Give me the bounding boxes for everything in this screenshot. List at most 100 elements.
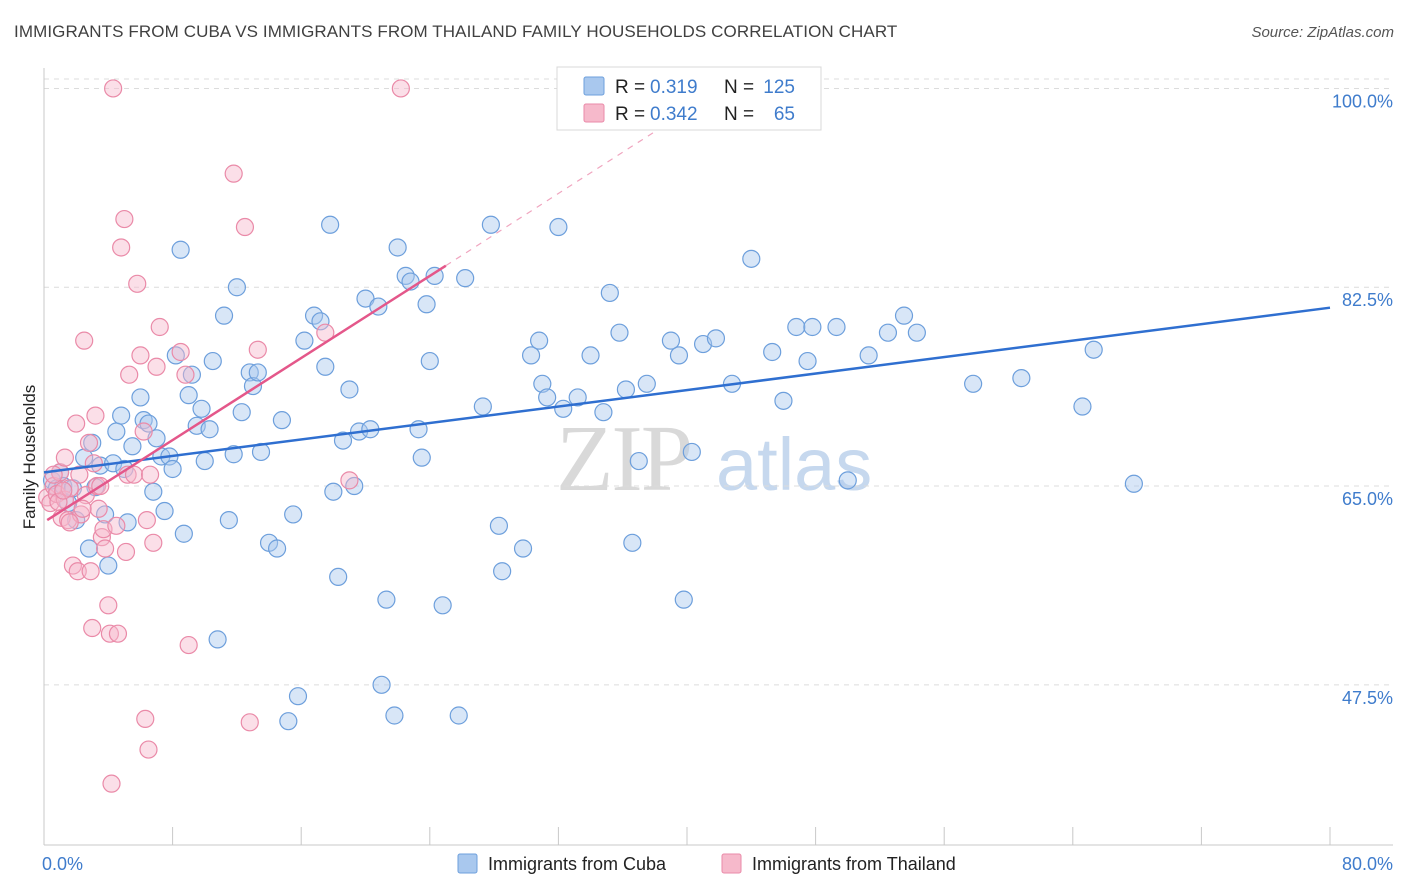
cuba-point	[385, 706, 404, 725]
x-tick-min: 0.0%	[42, 854, 83, 874]
cuba-point	[774, 391, 793, 410]
cuba-point	[493, 562, 512, 581]
cuba-point	[533, 374, 552, 393]
cuba-point	[473, 397, 492, 416]
chart-title: IMMIGRANTS FROM CUBA VS IMMIGRANTS FROM …	[14, 22, 898, 41]
cuba-point	[623, 533, 642, 552]
thailand-trend-line	[46, 264, 447, 522]
legend-swatch-thailand	[583, 103, 605, 123]
cuba-point	[396, 266, 415, 285]
series-legend: Immigrants from Cuba Immigrants from Tha…	[457, 853, 956, 874]
cuba-point	[279, 712, 298, 731]
cuba-point	[549, 217, 568, 237]
bottom-legend-swatch-cuba	[457, 853, 478, 874]
cuba-point	[629, 451, 648, 471]
source-label: Source: ZipAtlas.com	[1251, 24, 1394, 41]
thailand-point	[235, 217, 255, 237]
cuba-point	[682, 442, 701, 462]
thailand-point	[83, 618, 102, 638]
cuba-point	[388, 238, 407, 257]
cuba-point	[637, 374, 656, 393]
cuba-point	[859, 346, 878, 365]
cuba-point	[288, 687, 308, 706]
thailand-point	[116, 542, 136, 562]
cuba-point	[513, 539, 533, 558]
cuba-point	[674, 590, 693, 609]
thailand-point	[340, 471, 359, 490]
cuba-point	[600, 283, 619, 303]
cuba-point	[661, 331, 681, 350]
thailand-point	[139, 740, 158, 759]
cuba-point	[345, 476, 364, 496]
thailand-point	[70, 465, 89, 484]
cuba-point	[324, 482, 343, 501]
cuba-point	[798, 351, 817, 371]
cuba-point	[99, 556, 118, 575]
y-tick-labels: 47.5% 65.0% 82.5% 100.0%	[1332, 91, 1393, 707]
legend-n-label-cuba: N =	[724, 77, 754, 98]
thailand-point	[176, 365, 195, 384]
cuba-point	[417, 295, 436, 314]
cuba-point	[195, 451, 214, 471]
thailand-point	[38, 488, 57, 507]
thailand-trend-extension	[445, 131, 656, 267]
axes	[43, 68, 1393, 846]
thailand-point	[49, 492, 68, 512]
thailand-point	[224, 164, 243, 183]
cuba-point	[267, 539, 287, 558]
cuba-point	[166, 346, 185, 365]
cuba-point	[616, 380, 636, 399]
cuba-point	[1073, 397, 1092, 416]
thailand-point	[112, 238, 131, 257]
cuba-point	[123, 437, 142, 456]
cuba-point	[182, 365, 201, 384]
cuba-point	[321, 215, 340, 234]
thailand-point	[140, 465, 160, 484]
y-tick-label: 47.5%	[1342, 688, 1393, 708]
cuba-point	[1124, 474, 1143, 493]
watermark-atlas: atlas	[716, 423, 872, 506]
cuba-point	[425, 266, 444, 285]
cuba-point	[420, 351, 439, 371]
cuba-point	[878, 323, 898, 342]
cuba-point	[295, 331, 314, 350]
thailand-point	[240, 713, 259, 732]
thailand-point	[150, 317, 169, 337]
cuba-points	[42, 215, 1143, 731]
cuba-point	[316, 357, 335, 376]
cuba-point	[706, 329, 726, 348]
cuba-point	[174, 524, 193, 543]
thailand-point	[84, 454, 103, 473]
thailand-point	[67, 414, 86, 433]
cuba-point	[964, 374, 983, 393]
cuba-point	[610, 323, 629, 342]
cuba-point	[669, 346, 689, 365]
cuba-point	[248, 363, 267, 382]
cuba-point	[333, 431, 353, 450]
cuba-point	[155, 501, 174, 521]
cuba-point	[412, 448, 431, 467]
thailand-point	[131, 346, 150, 365]
y-axis-label: Family Households	[20, 385, 39, 530]
thailand-point	[115, 209, 134, 229]
legend-n-value-cuba: 125	[763, 77, 795, 98]
cuba-point	[742, 249, 761, 268]
cuba-point	[107, 422, 126, 441]
cuba-point	[787, 317, 806, 337]
cuba-point	[179, 386, 198, 405]
thailand-point	[171, 342, 190, 362]
stats-legend: R = 0.319 N = 125 R = 0.342 N = 65	[556, 66, 822, 131]
thailand-point	[99, 596, 118, 615]
thailand-point	[391, 79, 410, 98]
cuba-point	[171, 240, 190, 259]
cuba-point	[594, 403, 613, 422]
cuba-point	[372, 675, 391, 694]
thailand-point	[75, 331, 94, 350]
thailand-point	[60, 513, 79, 532]
legend-r-label-thailand: R =	[615, 104, 645, 125]
thailand-point	[81, 562, 100, 581]
cuba-point	[827, 317, 846, 337]
cuba-point	[1012, 369, 1031, 388]
thailand-point	[55, 448, 74, 467]
bottom-legend-swatch-thailand	[721, 853, 742, 874]
